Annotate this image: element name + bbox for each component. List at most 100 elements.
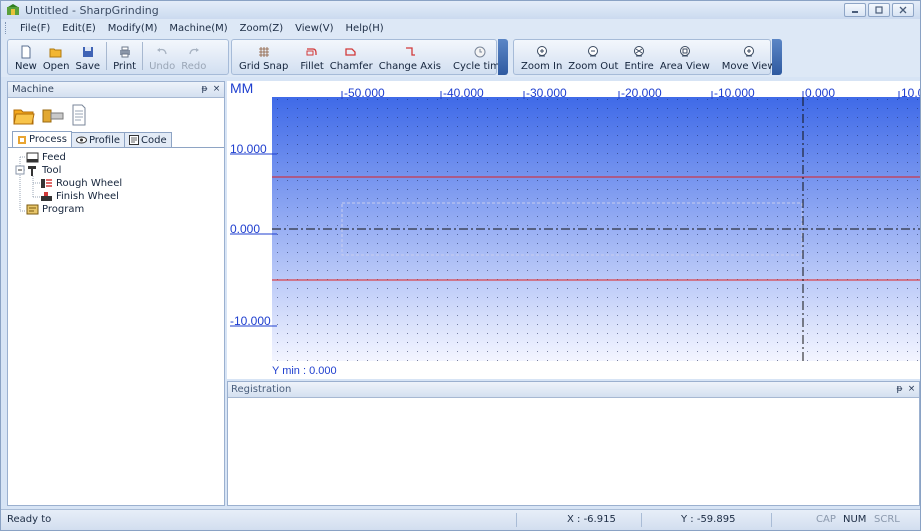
title-bar: Untitled - SharpGrinding: [1, 1, 920, 19]
close-panel-button[interactable]: ×: [212, 84, 221, 94]
process-tree: Feed Tool Rough Wheel Finish Wheel Progr…: [8, 148, 224, 216]
file-toolbar-group: New Open Save Print Undo Redo: [7, 39, 229, 75]
code-tab-icon: [129, 135, 140, 145]
zoom-toolbar-group: Zoom In Zoom Out Entire Area View Move V…: [513, 39, 776, 75]
fillet-button[interactable]: Fillet: [297, 40, 326, 72]
tree-item-program[interactable]: Program: [14, 203, 224, 216]
x-tick-label: -10.000: [714, 86, 755, 100]
drawing-view[interactable]: MM -50.000 -40.000 -30.000 -20.000 -10.000 0.…: [227, 81, 920, 379]
status-separator: [516, 513, 517, 527]
menu-edit[interactable]: Edit(E): [62, 22, 96, 34]
move-view-icon: [743, 46, 754, 57]
menu-bar: File(F) Edit(E) Modify(M) Machine(M) Zoo…: [1, 19, 920, 37]
tree-label-finish-wheel: Finish Wheel: [56, 191, 119, 202]
x-tick-label: -20.000: [621, 86, 662, 100]
save-disk-icon: [82, 47, 93, 57]
chamfer-button[interactable]: Chamfer: [327, 40, 376, 72]
tree-item-finish-wheel[interactable]: Finish Wheel: [14, 190, 224, 203]
registration-panel: Registration ᵽ ×: [227, 381, 920, 506]
tool-icon: [28, 166, 36, 176]
zoom-out-button[interactable]: Zoom Out: [565, 40, 621, 72]
tab-profile[interactable]: Profile: [70, 132, 126, 147]
save-button[interactable]: Save: [73, 40, 104, 72]
menu-view[interactable]: View(V): [295, 22, 334, 34]
menu-help[interactable]: Help(H): [345, 22, 384, 34]
zoom-in-button[interactable]: Zoom In: [518, 40, 565, 72]
save-label: Save: [75, 61, 101, 72]
edit-toolbar-group: Grid Snap Fillet Chamfer Change Axis Cyc…: [231, 39, 506, 75]
redo-icon: [189, 48, 199, 55]
status-separator: [771, 513, 772, 527]
undo-icon: [157, 48, 167, 55]
tab-code-label: Code: [141, 134, 167, 146]
entire-button[interactable]: Entire: [621, 40, 656, 72]
open-label: Open: [42, 61, 70, 72]
tab-process-label: Process: [29, 134, 67, 145]
undo-button[interactable]: Undo: [146, 40, 178, 72]
unit-label: MM: [230, 81, 253, 96]
toolbar-separator: [142, 42, 144, 70]
grid-snap-button[interactable]: Grid Snap: [236, 40, 291, 72]
tree-label-program: Program: [42, 204, 85, 215]
clock-icon: [474, 46, 486, 58]
menu-zoom[interactable]: Zoom(Z): [239, 22, 284, 34]
tab-process[interactable]: Process: [12, 131, 72, 147]
status-message: Ready to: [7, 514, 52, 525]
status-x-coordinate: X : -6.915: [567, 514, 616, 525]
undo-label: Undo: [149, 61, 176, 72]
scroll-lock-indicator: SCRL: [874, 514, 900, 525]
x-tick-label: -30.000: [526, 86, 567, 100]
menu-grip: [5, 22, 8, 34]
machine-panel-title: Machine: [12, 84, 54, 95]
area-view-button[interactable]: Area View: [657, 40, 713, 72]
machine-tabs: Process Profile Code: [8, 131, 224, 148]
tree-connector-lines: [15, 156, 40, 212]
menu-file[interactable]: File(F): [20, 22, 51, 34]
cycle-time-button[interactable]: Cycle time: [450, 40, 509, 72]
toolbar-separator: [106, 42, 108, 70]
move-view-label: Move View: [721, 61, 776, 72]
close-icon: [899, 6, 907, 14]
redo-label: Redo: [181, 61, 207, 72]
machine-icon-bar: [8, 98, 224, 132]
open-folder-icon: [49, 48, 62, 58]
print-button[interactable]: Print: [110, 40, 139, 72]
tree-item-feed[interactable]: Feed: [14, 151, 224, 164]
entire-view-icon: [634, 46, 645, 57]
registration-title: Registration: [231, 384, 292, 395]
drawing-canvas[interactable]: MM -50.000 -40.000 -30.000 -20.000 -10.000 0.…: [227, 81, 920, 379]
status-y-coordinate: Y : -59.895: [681, 514, 736, 525]
rough-wheel-icon: [41, 179, 52, 188]
program-icon: [26, 204, 39, 215]
cap-lock-indicator: CAP: [816, 514, 836, 525]
entire-label: Entire: [624, 61, 654, 72]
new-button[interactable]: New: [12, 40, 40, 72]
change-axis-button[interactable]: Change Axis: [376, 40, 444, 72]
tree-label-rough-wheel: Rough Wheel: [56, 178, 123, 189]
minimize-button[interactable]: [844, 3, 866, 17]
pin-button[interactable]: ᵽ: [896, 384, 903, 394]
y-tick-label: 10.000: [230, 142, 267, 156]
new-label: New: [15, 61, 37, 72]
x-tick-label: -40.000: [443, 86, 484, 100]
change-axis-icon: [405, 47, 415, 56]
pin-button[interactable]: ᵽ: [201, 84, 208, 94]
grinding-wheel-icon[interactable]: [41, 104, 65, 126]
open-folder-icon[interactable]: [13, 104, 35, 126]
tree-item-tool[interactable]: Tool: [14, 164, 224, 177]
tab-code[interactable]: Code: [124, 132, 172, 147]
tree-item-rough-wheel[interactable]: Rough Wheel: [14, 177, 224, 190]
tree-label-feed: Feed: [42, 152, 66, 163]
redo-button[interactable]: Redo: [178, 40, 209, 72]
print-label: Print: [113, 61, 137, 72]
document-icon[interactable]: [71, 104, 87, 126]
menu-machine[interactable]: Machine(M): [169, 22, 228, 34]
move-view-button[interactable]: Move View: [719, 40, 779, 72]
toolbar-overflow-button[interactable]: [498, 39, 508, 75]
maximize-button[interactable]: [868, 3, 890, 17]
close-panel-button[interactable]: ×: [907, 384, 916, 394]
close-window-button[interactable]: [892, 3, 914, 17]
open-button[interactable]: Open: [40, 40, 73, 72]
toolbar-overflow-button[interactable]: [772, 39, 782, 75]
menu-modify[interactable]: Modify(M): [107, 22, 158, 34]
